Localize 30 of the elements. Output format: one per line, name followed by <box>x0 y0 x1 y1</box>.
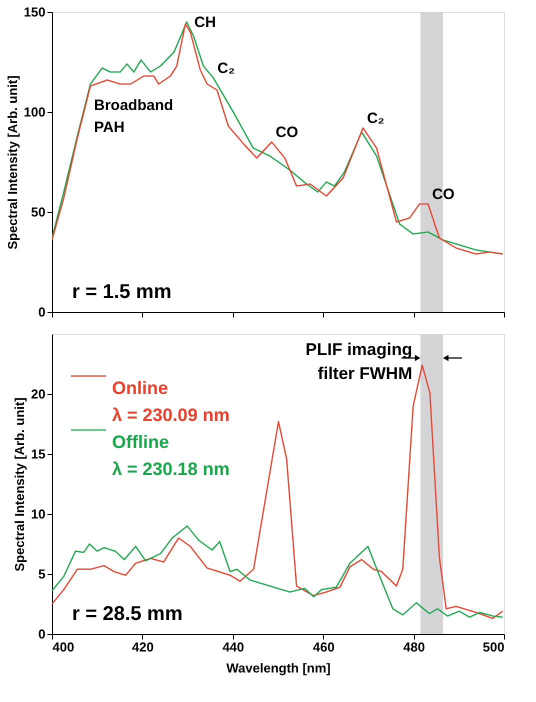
annotation: Broadband PAH <box>94 97 174 136</box>
y-tick-label: 10 <box>31 506 46 522</box>
text: Offline λ = 230.18 nm <box>112 432 230 479</box>
annotation: C₂ <box>366 110 384 127</box>
y-axis-title: Spectral Intensity [Arb. unit] <box>4 75 20 250</box>
annotation: CH <box>194 14 216 31</box>
x-tick-label: 500 <box>482 640 504 654</box>
y-tick-label: 20 <box>31 386 46 402</box>
y-tick-label: 5 <box>38 566 46 582</box>
x-tick-label: 420 <box>132 640 154 654</box>
y-tick-label: 150 <box>24 4 46 20</box>
annotation: r = 28.5 mm <box>72 603 183 625</box>
y-tick-label: 100 <box>24 104 46 120</box>
y-axis-title: Spectral Intensity [Arb. unit] <box>12 397 28 572</box>
y-tick-label: 15 <box>31 446 46 462</box>
annotation: C₂ <box>217 60 235 77</box>
x-tick-label: 480 <box>403 640 425 654</box>
annotation: r = 1.5 mm <box>72 281 172 303</box>
line-series <box>52 364 504 620</box>
annotation: CO <box>432 186 455 203</box>
x-axis-title: Wavelength [nm] <box>226 660 331 676</box>
y-tick-label: 0 <box>38 626 46 642</box>
annotation: CO <box>276 124 299 141</box>
x-tick-label: 460 <box>312 640 335 654</box>
text: Online λ = 230.09 nm <box>112 378 230 425</box>
y-tick-label: 0 <box>38 304 46 320</box>
y-tick-label: 50 <box>31 204 46 220</box>
x-tick-label: 400 <box>52 640 74 654</box>
band-label: PLIF imaging filter FWHM <box>306 340 412 383</box>
x-tick-label: 440 <box>222 640 244 654</box>
